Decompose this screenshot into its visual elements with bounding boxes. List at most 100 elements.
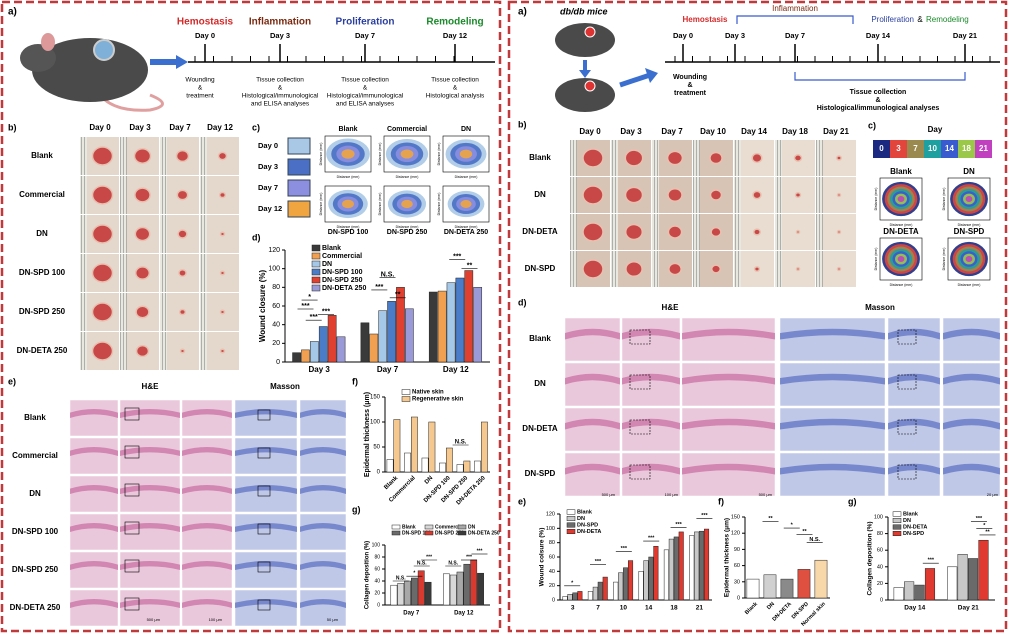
ruler (611, 251, 618, 287)
micrograph (887, 362, 941, 407)
wound (836, 229, 842, 235)
wound (135, 305, 150, 319)
axis-label: Distance (mm) (378, 193, 382, 216)
column-header: Day 12 (207, 123, 233, 132)
panel-letter: d) (518, 297, 527, 307)
stain-header: H&E (662, 303, 680, 312)
contour (897, 255, 905, 263)
axis-label: Distance (mm) (437, 193, 441, 216)
significance: N.S. (417, 560, 427, 566)
tissue-layer (780, 328, 885, 340)
group-label: Commercial (387, 126, 427, 133)
day: Day 0 (195, 31, 215, 40)
ruler (693, 251, 700, 287)
note: & (198, 85, 203, 92)
wound (624, 186, 644, 204)
ruler (570, 214, 577, 250)
wound (624, 149, 644, 167)
wound (667, 225, 683, 239)
bar (404, 580, 411, 606)
bar (567, 594, 573, 601)
y-tick-label: 0 (737, 595, 740, 601)
legend-swatch (287, 158, 311, 176)
bar (446, 447, 453, 473)
y-tick-label: 80 (549, 540, 555, 546)
day: Day 7 (785, 31, 805, 40)
micrograph (887, 407, 941, 452)
significance: *** (426, 554, 432, 560)
group-label: DN-SPD 100 (328, 229, 369, 236)
x-tick-label: Blank (383, 475, 399, 491)
ruler (200, 137, 207, 175)
ruler (160, 215, 167, 253)
legend-label: Commercial (322, 253, 362, 260)
bar (455, 277, 465, 363)
zoom-box (124, 521, 140, 535)
legend-label: DN-SPD 100 (402, 530, 431, 536)
note: Histological analysis (426, 93, 485, 100)
axis-label: Distance (mm) (890, 283, 913, 287)
day: Day 14 (866, 31, 891, 40)
bar (562, 596, 568, 601)
bar (797, 569, 811, 599)
contour (401, 199, 413, 209)
micrograph (234, 399, 298, 437)
bar (360, 322, 370, 363)
ruler (120, 254, 127, 292)
legend-swatch (907, 140, 924, 158)
tissue-layer (943, 373, 1000, 385)
row-label: Blank (529, 153, 551, 162)
bar (924, 568, 936, 601)
micrograph (299, 475, 347, 513)
y-tick-label: 40 (374, 578, 380, 584)
y-tick-label: 100 (546, 526, 555, 532)
bar (463, 460, 471, 473)
y-tick-label: 40 (549, 569, 555, 575)
legend-swatch (424, 524, 434, 530)
note: Tissue collection (850, 89, 907, 96)
bar (301, 349, 310, 363)
bar (592, 586, 598, 601)
legend-label: 18 (962, 144, 971, 153)
ruler (570, 251, 577, 287)
bar (648, 556, 654, 601)
scale-bar: 500 μm (759, 492, 773, 497)
x-tick-label: 10 (620, 605, 628, 612)
stain-header: Masson (270, 382, 300, 391)
bar (694, 531, 700, 601)
legend-label: DN (903, 518, 911, 524)
bar (386, 459, 394, 473)
row-label: Blank (24, 413, 46, 422)
y-axis-label: Wound closure (%) (258, 270, 267, 343)
bar (390, 584, 398, 606)
significance: * (308, 294, 311, 301)
note: Wounding (185, 77, 215, 84)
y-tick-label: 100 (372, 542, 381, 548)
phase: Hemostasis (683, 15, 728, 24)
ruler (200, 332, 207, 370)
legend-swatch (941, 140, 958, 158)
row-label: DN-SPD 250 (19, 307, 66, 316)
y-tick-label: 120 (546, 511, 555, 517)
wound (752, 190, 762, 200)
legend-label: DN (468, 524, 476, 530)
contour (965, 195, 973, 203)
bar (663, 549, 669, 601)
y-axis-label: Epidermal thickness (μm) (364, 392, 371, 477)
x-tick-label: DN (766, 601, 776, 611)
bar (369, 333, 379, 363)
note: Wounding (673, 74, 707, 81)
row-label: Commercial (12, 451, 58, 460)
zoom-box (257, 447, 271, 459)
ruler (160, 176, 167, 214)
zoom-box (257, 485, 271, 497)
wound (582, 222, 604, 242)
legend-label: Day 7 (258, 183, 278, 192)
y-tick-label: 100 (874, 514, 883, 520)
row-label: DN-SPD (525, 264, 556, 273)
x-tick-label: Day 12 (454, 611, 474, 617)
tissue-layer (120, 523, 180, 532)
ruler (816, 214, 823, 250)
micrograph (119, 437, 181, 475)
wound (795, 266, 801, 272)
